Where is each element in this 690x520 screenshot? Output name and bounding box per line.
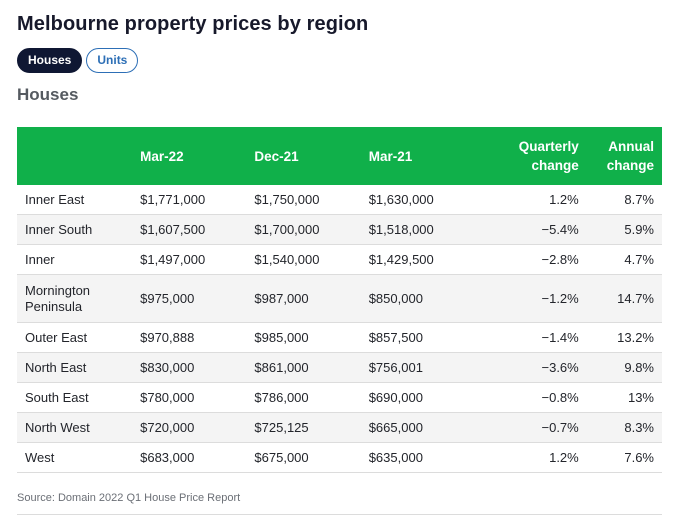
cell-region: Inner South	[17, 214, 133, 245]
cell-mar-21: $1,630,000	[360, 185, 475, 215]
section-heading: Houses	[17, 85, 79, 104]
cell-annual-change: 4.7%	[586, 244, 662, 275]
cell-mar-22: $1,607,500	[132, 214, 247, 245]
header-region	[17, 127, 132, 185]
cell-mar-21: $857,500	[360, 322, 475, 353]
cell-annual-change: 14.7%	[586, 274, 662, 323]
cell-dec-21: $786,000	[246, 382, 361, 413]
cell-region: North West	[17, 412, 133, 443]
table-row: Inner South $1,607,500 $1,700,000 $1,518,00…	[17, 214, 662, 245]
cell-mar-22: $970,888	[132, 322, 247, 353]
cell-dec-21: $861,000	[246, 352, 361, 383]
cell-mar-21: $1,518,000	[360, 214, 475, 245]
cell-quarterly-change: −3.6%	[475, 352, 587, 383]
cell-quarterly-change: −2.8%	[475, 244, 587, 275]
table-row: South East $780,000 $786,000 $690,000 −0.8% 1…	[17, 382, 662, 413]
table-row: Inner East $1,771,000 $1,750,000 $1,630,000…	[17, 185, 662, 215]
cell-mar-22: $780,000	[132, 382, 247, 413]
cell-mar-21: $665,000	[360, 412, 475, 443]
cell-mar-22: $975,000	[132, 274, 247, 323]
header-dec-21: Dec-21	[254, 148, 299, 164]
cell-quarterly-change: 1.2%	[475, 442, 587, 473]
cell-annual-change: 8.7%	[586, 185, 662, 215]
header-annual-change: Annual change	[606, 139, 654, 173]
cell-mar-21: $1,429,500	[360, 244, 475, 275]
cell-dec-21: $987,000	[246, 274, 361, 323]
cell-mar-21: $635,000	[360, 442, 475, 473]
cell-region: Inner	[17, 244, 133, 275]
table-row: North East $830,000 $861,000 $756,001 −3.6% 9…	[17, 352, 662, 383]
cell-region: South East	[17, 382, 133, 413]
cell-dec-21: $1,540,000	[246, 244, 361, 275]
source-note: Source: Domain 2022 Q1 House Price Repor…	[17, 492, 241, 504]
table-body: Inner East $1,771,000 $1,750,000 $1,630,000…	[17, 185, 662, 473]
price-table: Mar-22 Dec-21 Mar-21 Quarterly change An…	[17, 127, 662, 473]
cell-mar-22: $683,000	[132, 442, 247, 473]
tab-units[interactable]: Units	[86, 48, 139, 73]
cell-annual-change: 5.9%	[586, 214, 662, 245]
cell-quarterly-change: −5.4%	[475, 214, 587, 245]
cell-annual-change: 13.2%	[586, 322, 662, 353]
cell-dec-21: $725,125	[246, 412, 361, 443]
header-row: Mar-22 Dec-21 Mar-21 Quarterly change An…	[17, 127, 662, 185]
cell-region: Mornington Peninsula	[17, 274, 133, 323]
cell-mar-21: $850,000	[360, 274, 475, 323]
cell-region: Outer East	[17, 322, 133, 353]
cell-region: Inner East	[17, 185, 133, 215]
header-mar-21: Mar-21	[368, 148, 413, 164]
table-row: Mornington Peninsula $975,000 $987,000 $850…	[17, 274, 662, 323]
table-row: Outer East $970,888 $985,000 $857,500 −1.4% 1…	[17, 322, 662, 353]
cell-region: West	[17, 442, 133, 473]
cell-dec-21: $985,000	[246, 322, 361, 353]
page-title: Melbourne property prices by region	[17, 13, 369, 35]
cell-mar-21: $690,000	[360, 382, 475, 413]
cell-dec-21: $1,700,000	[246, 214, 361, 245]
cell-mar-22: $1,497,000	[132, 244, 247, 275]
table-header: Mar-22 Dec-21 Mar-21 Quarterly change An…	[17, 127, 662, 185]
cell-quarterly-change: 1.2%	[475, 185, 587, 215]
table-row: North West $720,000 $725,125 $665,000 −0.7% 8…	[17, 412, 662, 443]
cell-quarterly-change: −1.4%	[475, 322, 587, 353]
cell-mar-22: $720,000	[132, 412, 247, 443]
cell-annual-change: 13%	[586, 382, 662, 413]
header-quarterly-change: Quarterly change	[518, 139, 579, 173]
cell-dec-21: $675,000	[246, 442, 361, 473]
cell-quarterly-change: −0.8%	[475, 382, 587, 413]
divider	[17, 514, 662, 515]
cell-annual-change: 8.3%	[586, 412, 662, 443]
tab-houses[interactable]: Houses	[17, 48, 83, 73]
cell-annual-change: 7.6%	[586, 442, 662, 473]
header-mar-22: Mar-22	[140, 148, 184, 164]
cell-dec-21: $1,750,000	[246, 185, 361, 215]
cell-mar-22: $1,771,000	[132, 185, 247, 215]
cell-mar-21: $756,001	[360, 352, 475, 383]
cell-quarterly-change: −0.7%	[475, 412, 587, 443]
table-row: West $683,000 $675,000 $635,000 1.2% 7.6%	[17, 442, 662, 473]
table-row: Inner $1,497,000 $1,540,000 $1,429,500 −2.8%…	[17, 244, 662, 275]
cell-mar-22: $830,000	[132, 352, 247, 383]
tab-bar: Houses Units	[17, 48, 139, 73]
cell-region: North East	[17, 352, 133, 383]
cell-quarterly-change: −1.2%	[475, 274, 587, 323]
cell-annual-change: 9.8%	[586, 352, 662, 383]
